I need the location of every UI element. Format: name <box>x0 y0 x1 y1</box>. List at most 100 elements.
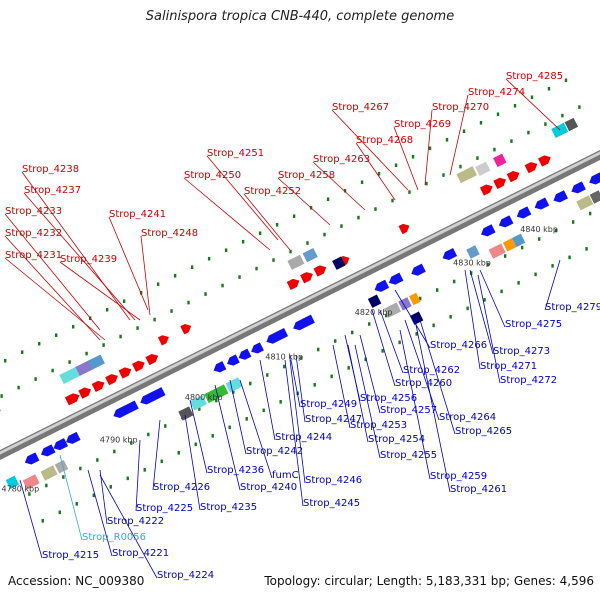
tick-dot <box>551 264 554 268</box>
gene-label: Strop_4224 <box>157 570 214 581</box>
feature-box <box>383 302 401 318</box>
tick-dot <box>435 288 439 292</box>
tick-dot <box>391 198 394 203</box>
reverse-gene-arrow <box>293 314 315 331</box>
tick-label: 4800 kbp <box>185 393 223 402</box>
tick-dot <box>20 350 24 355</box>
feature-box <box>564 117 579 132</box>
tick-dot <box>238 275 241 279</box>
tick-dot <box>245 417 248 421</box>
gene-label: Strop_4260 <box>395 378 452 389</box>
tick-dot <box>62 475 65 479</box>
leader-line <box>399 329 431 480</box>
accession-text: Accession: NC_009380 <box>8 574 145 588</box>
tick-dot <box>554 228 558 233</box>
gene-label: Strop_4237 <box>24 185 81 196</box>
gene-label: Strop_4269 <box>394 119 451 130</box>
tick-dot <box>173 273 177 278</box>
tick-dot <box>198 407 201 411</box>
tick-dot <box>96 458 99 462</box>
tick-dot <box>283 364 286 369</box>
gene-label: Strop_4274 <box>468 87 525 98</box>
tick-dot <box>45 483 48 488</box>
gene-label: Strop_4236 <box>207 465 264 476</box>
forward-gene-arrow <box>180 324 192 335</box>
reverse-gene-arrow <box>213 361 227 373</box>
tick-dot <box>68 360 71 364</box>
reverse-gene-arrow <box>24 452 40 465</box>
leader-line <box>371 309 396 387</box>
gene-labels: Strop_4285 Strop_4274 Strop_4267 Strop_4270… <box>5 71 600 581</box>
gene-label: Strop_4256 <box>360 393 417 404</box>
tick-dot <box>54 333 58 338</box>
tick-dot <box>585 247 588 251</box>
tick-dot <box>428 146 432 151</box>
tick-dot <box>385 313 388 318</box>
tick-dot <box>153 317 156 322</box>
reverse-gene-arrow <box>498 215 514 228</box>
gene-label: Strop_4261 <box>450 484 507 495</box>
gene-label: Strop_4244 <box>275 432 332 443</box>
leader-line <box>99 474 158 579</box>
feature-box <box>511 233 526 248</box>
tick-dot <box>187 300 190 305</box>
tick-dot <box>588 211 592 216</box>
gene-label: Strop_4221 <box>112 548 169 559</box>
tick-dot <box>249 381 252 386</box>
leader-line <box>331 109 409 191</box>
feature-box <box>54 459 69 474</box>
tick-dot <box>190 265 194 270</box>
tick-dot <box>527 130 530 135</box>
leader-line <box>354 344 381 459</box>
tick-dot <box>79 466 82 471</box>
leader-line <box>379 309 404 374</box>
tick-dot <box>272 258 275 262</box>
tick-dot <box>207 256 211 261</box>
tick-dot <box>105 307 109 312</box>
tick-dot <box>85 351 88 356</box>
tick-dot <box>215 398 218 403</box>
tick-dot <box>462 129 466 134</box>
gene-label: Strop_4273 <box>493 346 550 357</box>
tick-dot <box>364 357 367 362</box>
tick-dot <box>164 424 167 428</box>
feature-box <box>409 311 424 325</box>
tick-dot <box>394 163 398 168</box>
feature-box <box>87 354 105 370</box>
tick-dot <box>513 103 517 108</box>
leader-line <box>259 359 276 441</box>
leader-line <box>289 359 306 484</box>
tick-dot <box>578 105 581 109</box>
tick-dot <box>360 180 364 185</box>
feature-box <box>204 384 229 404</box>
leader-line <box>284 359 304 507</box>
tick-dot <box>330 374 333 379</box>
tick-dot <box>561 113 564 118</box>
leader-line <box>544 259 561 311</box>
forward-gene-arrow <box>398 223 410 235</box>
tick-dot <box>445 137 449 142</box>
feature-box <box>475 161 491 176</box>
leader-line <box>312 161 366 211</box>
leader-line <box>21 171 131 321</box>
feature-box <box>22 474 40 490</box>
tick-dot <box>306 241 309 245</box>
reverse-gene-arrow <box>238 348 252 360</box>
tick-dot <box>343 188 347 193</box>
tick-dot <box>224 248 228 253</box>
tick-label: 4840 kbp <box>520 225 558 234</box>
tick-dot <box>313 383 316 387</box>
feature-box <box>576 195 594 211</box>
leader-line <box>189 399 208 474</box>
tick-dot <box>17 385 20 390</box>
tick-dot <box>459 164 462 169</box>
tick-dot <box>564 78 568 83</box>
tick-dot <box>262 408 265 413</box>
tick-dots <box>0 78 592 523</box>
tick-dot <box>122 299 126 304</box>
gene-label: Strop_4215 <box>42 550 99 561</box>
tick-dot <box>102 343 105 347</box>
feature-box <box>302 247 318 263</box>
tick-dot <box>347 366 350 370</box>
leader-line <box>140 235 151 316</box>
